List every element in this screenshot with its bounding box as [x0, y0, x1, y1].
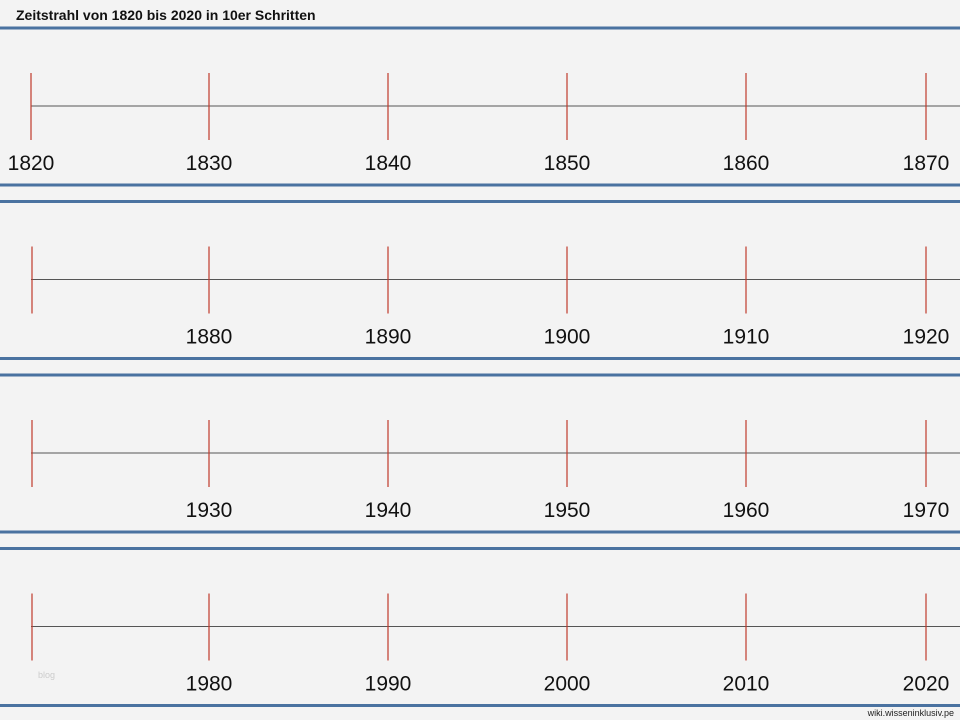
year-label: 1960 — [723, 499, 770, 522]
year-label: 1840 — [365, 152, 412, 175]
year-label: 1990 — [365, 673, 412, 696]
year-label: 1890 — [365, 326, 412, 349]
year-label: 1970 — [903, 499, 950, 522]
title: Zeitstrahl von 1820 bis 2020 in 10er Sch… — [16, 7, 316, 23]
year-label: 2010 — [723, 673, 770, 696]
year-label: 2000 — [544, 673, 591, 696]
year-label: 1820 — [8, 152, 55, 175]
source: wiki.wisseninklusiv.pe — [867, 708, 954, 718]
year-label: 1860 — [723, 152, 770, 175]
year-label: 1900 — [544, 326, 591, 349]
year-label: 1920 — [903, 326, 950, 349]
year-label: 1980 — [186, 673, 233, 696]
year-label: 1930 — [186, 499, 233, 522]
year-label: 1850 — [544, 152, 591, 175]
year-label: 1880 — [186, 326, 233, 349]
year-label: 1870 — [903, 152, 950, 175]
watermark: blog — [38, 670, 55, 680]
year-label: 1830 — [186, 152, 233, 175]
year-label: 1910 — [723, 326, 770, 349]
year-label: 1950 — [544, 499, 591, 522]
year-label: 2020 — [903, 673, 950, 696]
year-label: 1940 — [365, 499, 412, 522]
